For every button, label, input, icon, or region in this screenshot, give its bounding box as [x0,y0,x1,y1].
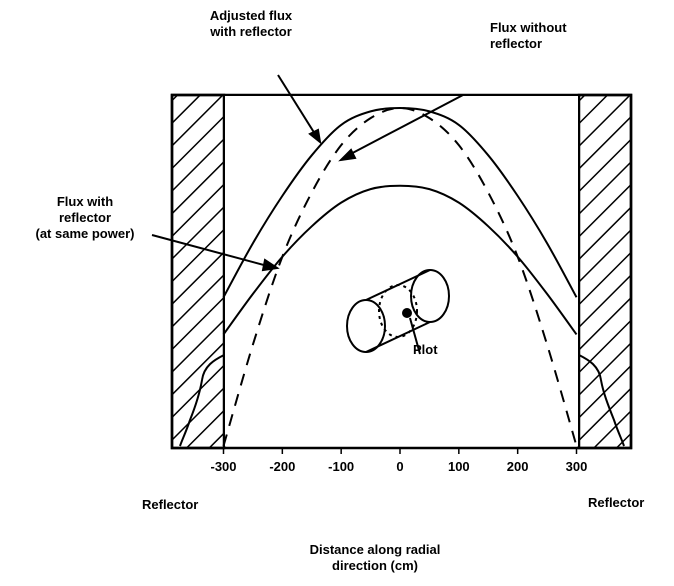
label-flux-with-line1: Flux with [56,194,114,209]
label-flux-with-line2: reflector [58,210,112,225]
arrow-plot [409,317,421,355]
label-flux-without: Flux without reflector [490,20,600,52]
reflector-left-region [170,93,226,450]
label-adjusted-flux: Adjusted flux with reflector [196,8,306,40]
x-axis-ticks [222,448,578,454]
reflector-right-label: Reflector [588,495,645,510]
arrow-adjusted-flux-head [308,128,322,145]
arrow-flux-without-head [338,148,357,162]
core-region [225,96,578,446]
x-axis-label-line1: Distance along radial [309,542,441,557]
arrow-flux-with-head [261,258,280,272]
label-flux-without-line1: Flux without [490,20,567,35]
series-line-1 [222,106,578,447]
label-adjusted-flux-line1: Adjusted flux [209,8,293,23]
label-flux-without-line2: reflector [490,36,543,51]
flux-curves [222,106,578,447]
reflector-left-label: Reflector [142,497,199,512]
reflector-right-flux-bump [578,354,625,447]
series-line-2 [222,184,578,336]
x-tick-label: 300 [565,459,588,474]
arrow-flux-with [151,234,276,269]
series-line-0 [222,106,578,298]
label-adjusted-flux-line2: with reflector [210,24,292,39]
x-tick-label: 200 [506,459,529,474]
arrow-adjusted-flux [277,74,321,143]
reflector-left-flux-bump [179,354,225,447]
annotation-arrows [151,74,464,355]
x-tick-label: -100 [328,459,355,474]
x-tick-label: -200 [269,459,296,474]
label-flux-with: Flux with reflector (at same power) [20,194,150,242]
label-plot: Plot [413,342,438,357]
arrow-flux-without [342,94,464,159]
x-axis-label: Distance along radial direction (cm) [290,542,460,574]
x-tick-label: 100 [447,459,470,474]
label-flux-with-line3: (at same power) [35,226,135,241]
x-tick-label: 0 [396,459,404,474]
fuel-element-icon [346,269,450,353]
x-tick-label: -300 [210,459,237,474]
x-axis-label-line2: direction (cm) [332,558,418,573]
reflector-right-region [577,93,633,450]
